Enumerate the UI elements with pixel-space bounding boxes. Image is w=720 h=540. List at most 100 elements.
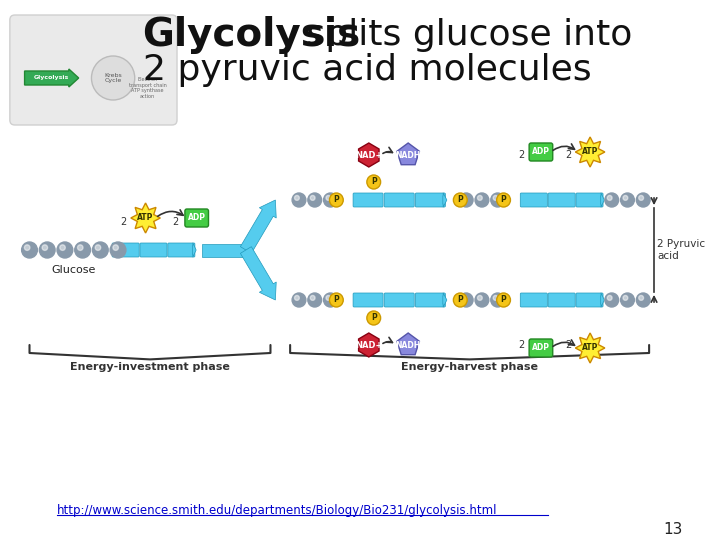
Text: NAD+: NAD+: [355, 151, 382, 159]
Text: 13: 13: [663, 522, 683, 537]
Circle shape: [605, 293, 618, 307]
Text: Energy-harvest phase: Energy-harvest phase: [400, 362, 538, 372]
Circle shape: [113, 245, 118, 251]
FancyBboxPatch shape: [415, 193, 446, 207]
FancyBboxPatch shape: [10, 15, 177, 125]
Circle shape: [639, 295, 644, 300]
Text: 2: 2: [120, 217, 126, 227]
Text: ADP: ADP: [188, 213, 206, 222]
FancyBboxPatch shape: [529, 339, 553, 357]
Text: NADH: NADH: [395, 151, 420, 159]
Text: Electron
transport chain
ATP synthase
action: Electron transport chain ATP synthase ac…: [129, 77, 166, 99]
Circle shape: [326, 295, 330, 300]
Text: Glycolysis: Glycolysis: [143, 16, 361, 54]
Circle shape: [22, 242, 37, 258]
Circle shape: [605, 193, 618, 207]
Circle shape: [621, 293, 634, 307]
Text: NAD+: NAD+: [355, 341, 382, 349]
Text: P: P: [457, 195, 463, 205]
FancyBboxPatch shape: [548, 293, 575, 307]
Circle shape: [491, 293, 505, 307]
Circle shape: [294, 195, 300, 200]
Circle shape: [24, 245, 30, 251]
Circle shape: [323, 293, 338, 307]
FancyArrow shape: [202, 244, 246, 256]
FancyBboxPatch shape: [112, 243, 139, 257]
Circle shape: [308, 193, 322, 207]
FancyBboxPatch shape: [521, 293, 547, 307]
FancyBboxPatch shape: [353, 293, 383, 307]
Text: http://www.science.smith.edu/departments/Biology/Bio231/glycolysis.html: http://www.science.smith.edu/departments…: [57, 504, 497, 517]
Text: 2: 2: [518, 150, 524, 160]
Circle shape: [477, 295, 482, 300]
Circle shape: [493, 195, 498, 200]
Polygon shape: [575, 137, 605, 167]
Circle shape: [475, 293, 489, 307]
FancyBboxPatch shape: [548, 193, 575, 207]
Circle shape: [475, 193, 489, 207]
FancyBboxPatch shape: [140, 243, 167, 257]
Polygon shape: [397, 143, 419, 165]
Circle shape: [292, 293, 306, 307]
Circle shape: [623, 295, 628, 300]
FancyArrow shape: [600, 293, 604, 307]
Circle shape: [330, 193, 343, 207]
Text: ADP: ADP: [532, 147, 550, 157]
Text: P: P: [333, 195, 339, 205]
Circle shape: [310, 195, 315, 200]
FancyArrow shape: [240, 200, 276, 253]
Circle shape: [454, 293, 467, 307]
Polygon shape: [131, 203, 161, 233]
Circle shape: [636, 193, 650, 207]
Circle shape: [75, 242, 91, 258]
Circle shape: [367, 311, 381, 325]
Circle shape: [493, 295, 498, 300]
Text: 2: 2: [172, 217, 178, 227]
Text: P: P: [457, 295, 463, 305]
Circle shape: [92, 242, 108, 258]
Text: NADH: NADH: [395, 341, 420, 349]
Circle shape: [78, 245, 83, 251]
Text: ADP: ADP: [532, 343, 550, 353]
Circle shape: [607, 195, 612, 200]
Polygon shape: [575, 333, 605, 363]
Circle shape: [91, 56, 135, 100]
Circle shape: [292, 193, 306, 207]
FancyArrow shape: [443, 193, 447, 207]
Circle shape: [497, 293, 510, 307]
Text: Glycolysis: Glycolysis: [34, 76, 69, 80]
Text: ATP: ATP: [582, 147, 598, 157]
Text: Energy-investment phase: Energy-investment phase: [70, 362, 230, 372]
Circle shape: [42, 245, 48, 251]
Text: P: P: [371, 314, 377, 322]
Text: 2 pyruvic acid molecules: 2 pyruvic acid molecules: [143, 53, 591, 87]
Text: 2 Pyruvic
acid: 2 Pyruvic acid: [657, 239, 705, 261]
Circle shape: [60, 245, 66, 251]
FancyBboxPatch shape: [576, 193, 603, 207]
FancyBboxPatch shape: [384, 193, 414, 207]
FancyBboxPatch shape: [415, 293, 446, 307]
FancyBboxPatch shape: [168, 243, 195, 257]
Text: Glucose: Glucose: [52, 265, 96, 275]
Circle shape: [636, 293, 650, 307]
Circle shape: [623, 195, 628, 200]
Circle shape: [308, 293, 322, 307]
FancyArrow shape: [192, 243, 196, 257]
Text: 2: 2: [565, 340, 572, 350]
FancyArrow shape: [443, 293, 447, 307]
Circle shape: [477, 195, 482, 200]
FancyBboxPatch shape: [353, 193, 383, 207]
Circle shape: [497, 193, 510, 207]
Circle shape: [326, 195, 330, 200]
Circle shape: [459, 293, 473, 307]
Circle shape: [95, 245, 101, 251]
Text: splits glucose into: splits glucose into: [295, 18, 632, 52]
Circle shape: [40, 242, 55, 258]
FancyBboxPatch shape: [185, 209, 209, 227]
Polygon shape: [397, 333, 419, 355]
FancyArrow shape: [24, 69, 78, 87]
Text: P: P: [371, 178, 377, 186]
FancyBboxPatch shape: [576, 293, 603, 307]
Polygon shape: [359, 143, 379, 167]
Circle shape: [57, 242, 73, 258]
